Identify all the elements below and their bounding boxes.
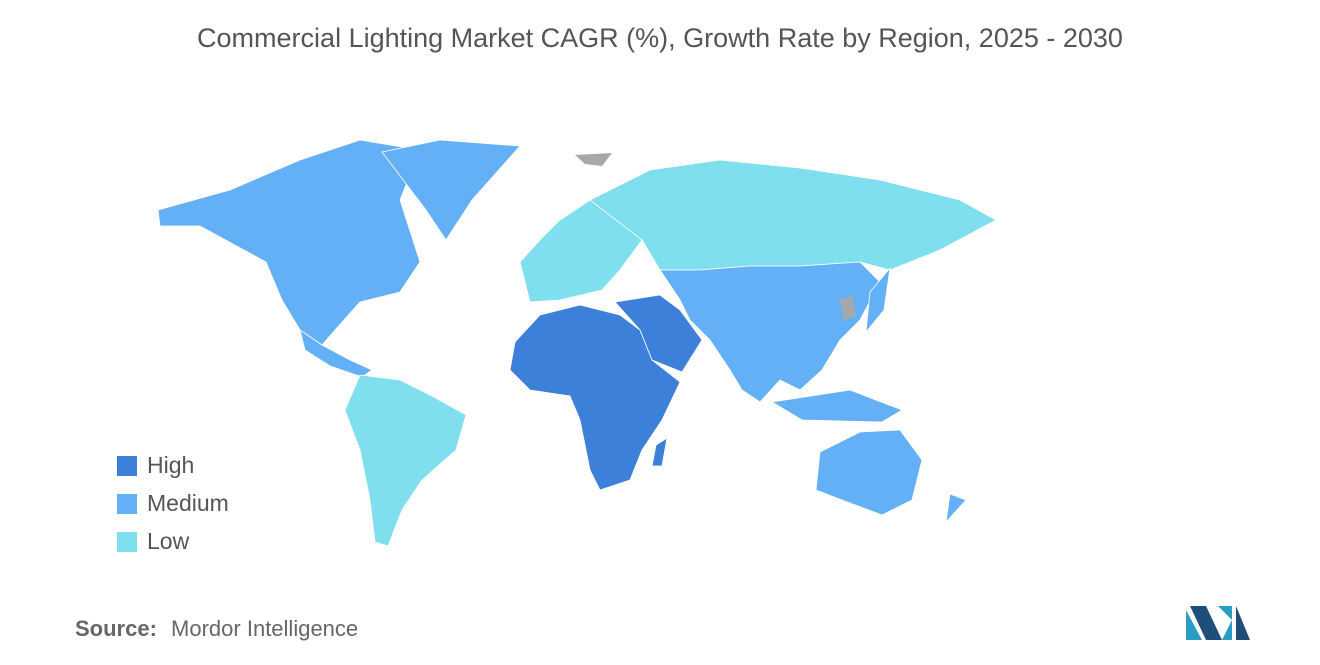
source-text: Mordor Intelligence: [171, 616, 358, 641]
legend-swatch: [117, 532, 137, 552]
north-america: [157, 139, 421, 346]
greenland: [381, 139, 521, 241]
legend-label: High: [147, 452, 194, 478]
madagascar: [651, 437, 668, 467]
south-america: [344, 374, 467, 547]
legend: High Medium Low: [117, 452, 229, 554]
korea: [840, 296, 856, 320]
central-america: [299, 329, 373, 378]
world-map: [157, 139, 997, 547]
russia: [589, 159, 997, 271]
middle-east: [614, 294, 703, 373]
svalbard: [575, 153, 612, 166]
new-zealand: [945, 493, 967, 524]
chart-title: Commercial Lighting Market CAGR (%), Gro…: [197, 23, 1123, 53]
africa: [509, 304, 681, 491]
legend-swatch: [117, 456, 137, 476]
source: Source: Mordor Intelligence: [75, 616, 358, 641]
southeast-asia: [770, 389, 903, 423]
australia: [815, 429, 923, 516]
legend-swatch: [117, 494, 137, 514]
legend-label: Medium: [147, 490, 229, 516]
logo: [1186, 606, 1250, 640]
asia: [659, 261, 881, 403]
japan: [865, 266, 891, 334]
legend-label: Low: [147, 528, 190, 554]
source-label: Source:: [75, 616, 157, 641]
